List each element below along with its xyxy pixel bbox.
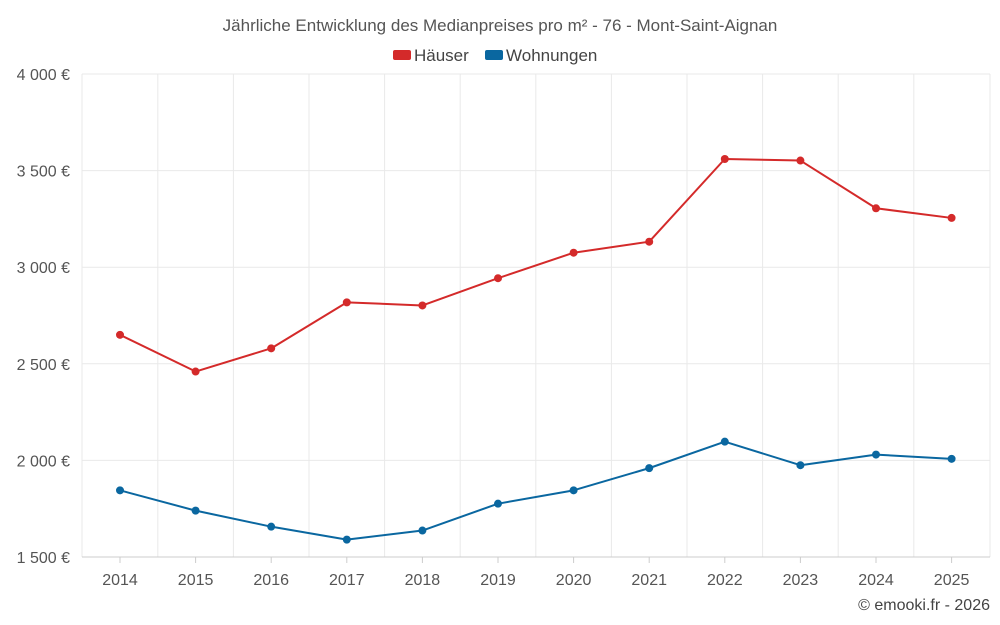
data-point-h-user xyxy=(494,274,502,283)
series-line-h-user xyxy=(119,158,952,373)
legend-swatch-h-user xyxy=(393,50,411,60)
x-tick-label: 2017 xyxy=(329,572,365,589)
data-point-h-user xyxy=(342,298,351,307)
data-point-h-user xyxy=(191,367,200,376)
chart-title: Jährliche Entwicklung des Medianpreises … xyxy=(223,16,778,35)
series-group xyxy=(116,155,956,544)
data-point-wohnungen xyxy=(796,461,805,470)
data-point-h-user xyxy=(720,155,729,164)
legend-swatch-wohnungen xyxy=(485,50,503,60)
legend-label-h-user: Häuser xyxy=(414,46,469,65)
x-tick-label: 2024 xyxy=(858,572,894,589)
data-point-h-user xyxy=(418,301,427,310)
x-tick-label: 2014 xyxy=(102,572,138,589)
series-line-wohnungen xyxy=(119,440,952,541)
y-tick-label: 3 000 € xyxy=(17,260,70,277)
x-tick-label: 2019 xyxy=(480,572,516,589)
x-tick-label: 2018 xyxy=(405,572,441,589)
y-tick-label: 2 500 € xyxy=(17,357,70,374)
gridlines xyxy=(81,73,991,558)
data-point-wohnungen xyxy=(191,506,200,515)
data-point-h-user xyxy=(116,330,124,339)
data-point-h-user xyxy=(872,204,880,213)
y-tick-label: 4 000 € xyxy=(17,67,70,84)
x-tick-label: 2020 xyxy=(556,572,592,589)
x-tick-label: 2016 xyxy=(253,572,289,589)
x-tick-label: 2022 xyxy=(707,572,743,589)
x-tick-label: 2023 xyxy=(783,572,819,589)
data-point-wohnungen xyxy=(947,454,956,463)
y-tick-label: 1 500 € xyxy=(17,550,70,567)
data-point-h-user xyxy=(796,156,805,165)
data-point-wohnungen xyxy=(494,499,502,508)
data-point-wohnungen xyxy=(267,522,276,531)
data-point-wohnungen xyxy=(116,486,124,495)
data-point-h-user xyxy=(645,237,654,246)
data-point-wohnungen xyxy=(342,535,351,544)
data-point-wohnungen xyxy=(872,450,880,459)
legend-label-wohnungen: Wohnungen xyxy=(506,46,597,65)
data-point-h-user xyxy=(947,213,956,222)
credit-text: © emooki.fr - 2026 xyxy=(858,597,990,614)
x-tick-label: 2025 xyxy=(934,572,970,589)
x-tick-label: 2021 xyxy=(631,572,667,589)
data-point-h-user xyxy=(569,248,578,257)
legend: Häuser Wohnungen xyxy=(393,46,597,65)
x-tick-label: 2015 xyxy=(178,572,214,589)
data-point-wohnungen xyxy=(569,486,578,495)
data-point-wohnungen xyxy=(645,464,654,473)
data-point-h-user xyxy=(267,344,276,353)
data-point-wohnungen xyxy=(720,437,729,446)
y-tick-label: 3 500 € xyxy=(17,164,70,181)
y-tick-label: 2 000 € xyxy=(17,453,70,470)
axes: 1 500 € 2 000 € 2 500 € 3 000 € 3 500 € 4 000… xyxy=(17,67,990,589)
data-point-wohnungen xyxy=(418,526,427,535)
